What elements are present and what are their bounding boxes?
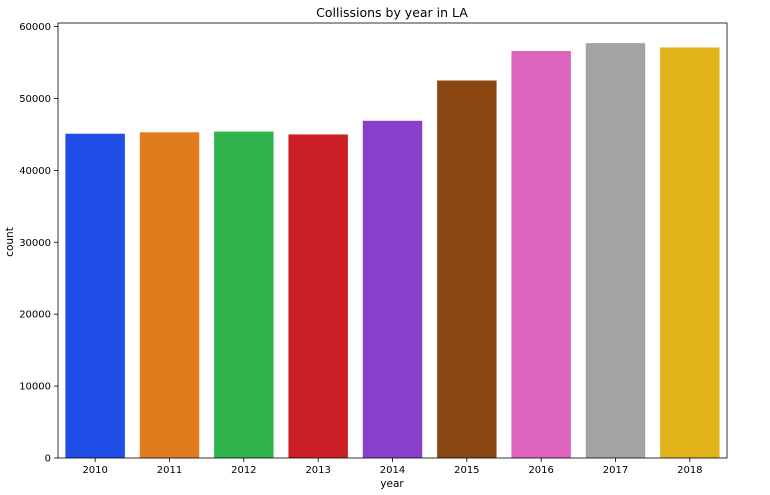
bar-2010: [65, 133, 125, 458]
x-tick-label: 2013: [305, 465, 330, 476]
y-tick-label: 10000: [19, 382, 51, 393]
x-tick-label: 2016: [528, 465, 553, 476]
y-tick-label: 50000: [19, 94, 51, 105]
bars-group: [65, 43, 720, 459]
bar-2015: [437, 80, 497, 458]
x-axis-ticks: 2010 2011 2012 2013 2014 2015 2016 2017 2018: [82, 458, 703, 476]
bar-2017: [585, 43, 646, 458]
y-tick-label: 60000: [19, 22, 51, 33]
bar-2016: [511, 51, 571, 458]
x-tick-label: 2010: [82, 465, 107, 476]
x-tick-label: 2012: [231, 465, 256, 476]
y-tick-label: 40000: [19, 166, 51, 177]
y-tick-label: 30000: [19, 238, 51, 249]
bar-2011: [139, 132, 200, 459]
x-axis-label: year: [380, 478, 404, 490]
bar-2012: [214, 131, 274, 458]
x-tick-label: 2011: [157, 465, 182, 476]
x-tick-label: 2017: [603, 465, 628, 476]
plot-frame: [57, 22, 728, 459]
chart-title: Collissions by year in LA: [316, 5, 468, 20]
y-axis-label: count: [4, 227, 16, 257]
x-tick-label: 2015: [454, 465, 479, 476]
y-tick-label: 20000: [19, 310, 51, 321]
x-tick-label: 2018: [677, 465, 702, 476]
bar-2013: [288, 134, 348, 458]
bar-2014: [362, 120, 423, 458]
y-tick-label: 0: [45, 454, 51, 465]
bar-2018: [660, 47, 720, 458]
y-axis-ticks: 0 10000 20000 30000 40000 50000 60000: [19, 22, 58, 465]
x-tick-label: 2014: [380, 465, 405, 476]
